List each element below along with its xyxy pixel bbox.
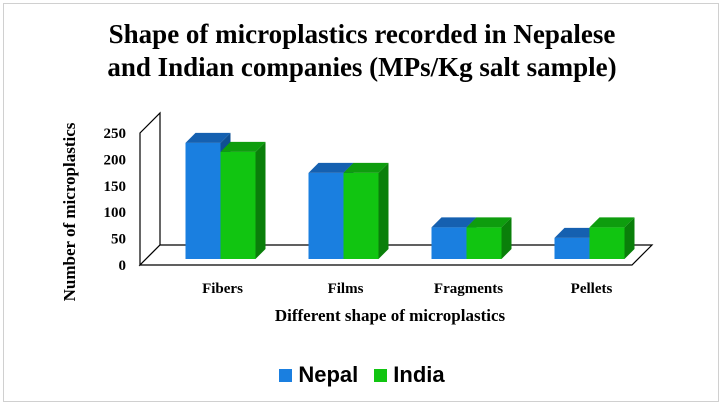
- bar-nepal-films-top: [308, 162, 354, 173]
- legend: Nepal India: [0, 362, 724, 388]
- bar-india-fibers: [220, 151, 256, 259]
- x-tick-label-pellets: Pellets: [571, 281, 613, 297]
- chart-title-line-2: and Indian companies (MPs/Kg salt sample…: [107, 52, 617, 82]
- y-tick-label-250: 250: [104, 126, 127, 142]
- side-wall: [139, 111, 161, 267]
- y-tick-label-150: 150: [104, 179, 127, 195]
- x-axis-label: Different shape of microplastics: [274, 306, 506, 325]
- y-tick-label-100: 100: [104, 205, 127, 221]
- bar-nepal-fragments-top: [431, 217, 477, 228]
- bar-nepal-pellets: [554, 237, 590, 259]
- bar-india-pellets: [589, 227, 625, 259]
- chart-title: Shape of microplastics recorded in Nepal…: [0, 18, 724, 84]
- bar-nepal-fragments: [431, 227, 467, 259]
- bar-nepal-fibers: [185, 142, 221, 259]
- bar-india-films-top: [343, 162, 389, 173]
- bar-india-fibers-side: [255, 141, 266, 259]
- legend-item-india: India: [374, 362, 445, 388]
- bar-india-fragments-top: [466, 217, 512, 228]
- bar-india-fragments: [466, 227, 502, 259]
- bar-nepal-pellets-top: [554, 227, 600, 238]
- legend-swatch-nepal: [279, 368, 293, 382]
- y-tick-label-200: 200: [104, 152, 127, 168]
- y-tick-label-0: 0: [119, 258, 127, 274]
- chart-title-line-1: Shape of microplastics recorded in Nepal…: [108, 19, 616, 49]
- bar-india-films-side: [378, 162, 389, 259]
- bar-india-fibers-top: [220, 141, 266, 152]
- bar-india-pellets-side: [624, 217, 635, 259]
- bar-india-films: [343, 172, 379, 259]
- floor: [138, 244, 654, 266]
- x-tick-label-films: Films: [328, 281, 364, 297]
- bar-nepal-films: [308, 172, 344, 259]
- x-tick-label-fibers: Fibers: [202, 281, 243, 297]
- bar-nepal-fibers-top: [185, 132, 231, 143]
- bar-india-fragments-side: [501, 217, 512, 259]
- legend-label-india: India: [393, 362, 445, 387]
- legend-swatch-india: [374, 368, 388, 382]
- legend-item-nepal: Nepal: [279, 362, 358, 388]
- y-tick-label-50: 50: [111, 232, 126, 248]
- bar-india-pellets-top: [589, 217, 635, 228]
- legend-label-nepal: Nepal: [298, 362, 359, 387]
- x-tick-label-fragments: Fragments: [434, 281, 503, 297]
